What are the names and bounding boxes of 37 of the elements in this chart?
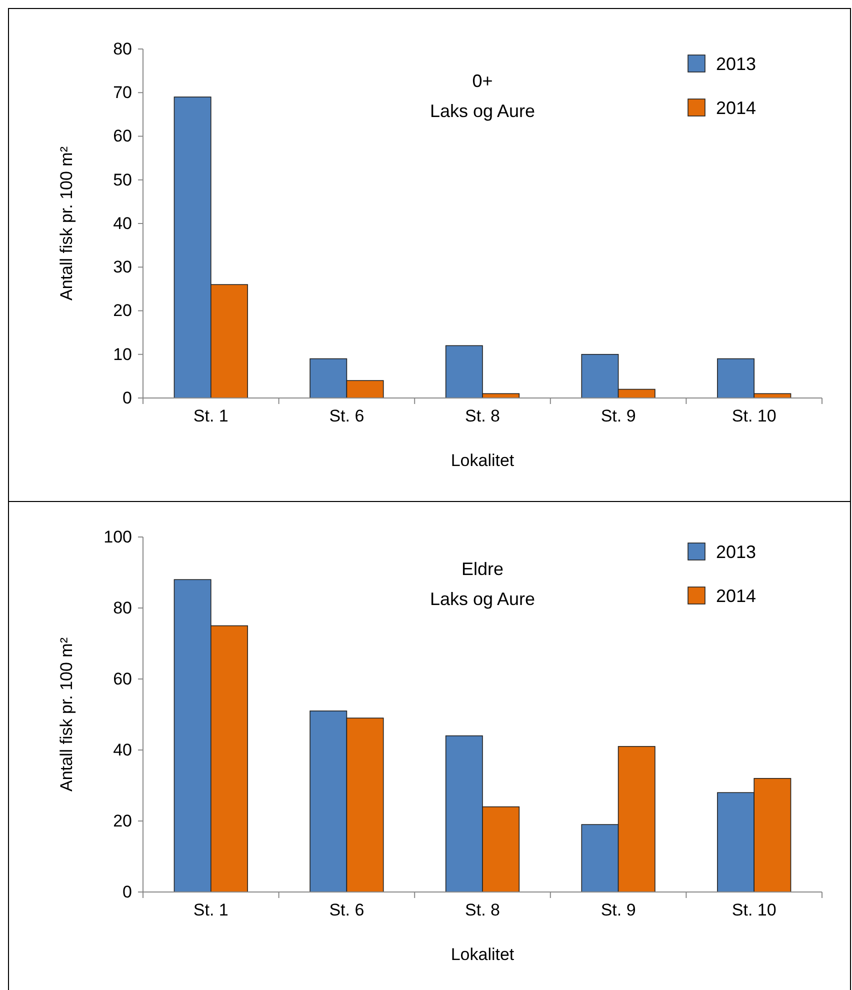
- y-tick-label: 20: [113, 811, 132, 830]
- x-tick-label: St. 10: [732, 900, 776, 920]
- y-tick-label: 0: [122, 388, 132, 408]
- y-tick-label: 30: [113, 258, 132, 277]
- x-tick-label: St. 6: [329, 406, 364, 426]
- y-tick-label: 80: [113, 598, 132, 618]
- y-tick-label: 20: [113, 301, 132, 320]
- y-axis-title: Antall fisk pr. 100 m²: [57, 637, 76, 792]
- y-tick-label: 70: [113, 83, 132, 102]
- y-tick-label: 40: [113, 214, 132, 233]
- text: Eldre: [461, 559, 504, 579]
- x-tick-label: St. 9: [600, 406, 636, 426]
- x-axis-title: Lokalitet: [450, 945, 514, 964]
- x-tick-label: St. 8: [465, 900, 500, 920]
- x-tick-label: St. 1: [193, 900, 228, 920]
- text: 0+: [472, 71, 493, 91]
- legend-label: 2014: [716, 586, 756, 606]
- text: Laks og Aure: [430, 589, 536, 609]
- x-axis-title: Lokalitet: [450, 451, 514, 470]
- legend-label: 2014: [716, 98, 756, 118]
- y-tick-label: 50: [113, 170, 132, 190]
- y-tick-label: 10: [113, 344, 132, 364]
- text: Laks og Aure: [430, 101, 536, 121]
- legend-label: 2013: [716, 54, 756, 74]
- y-tick-label: 60: [113, 669, 132, 688]
- x-tick-label: St. 9: [600, 900, 636, 920]
- x-tick-label: St. 10: [732, 406, 776, 426]
- y-axis-title: Antall fisk pr. 100 m²: [57, 146, 76, 301]
- y-tick-label: 100: [104, 527, 132, 546]
- legend-label: 2013: [716, 542, 756, 562]
- x-tick-label: St. 6: [329, 900, 364, 920]
- y-tick-label: 60: [113, 126, 132, 146]
- x-tick-label: St. 8: [465, 406, 500, 426]
- x-tick-label: St. 1: [193, 406, 228, 426]
- y-tick-label: 0: [122, 882, 132, 902]
- y-tick-label: 80: [113, 39, 132, 58]
- y-tick-label: 40: [113, 740, 132, 760]
